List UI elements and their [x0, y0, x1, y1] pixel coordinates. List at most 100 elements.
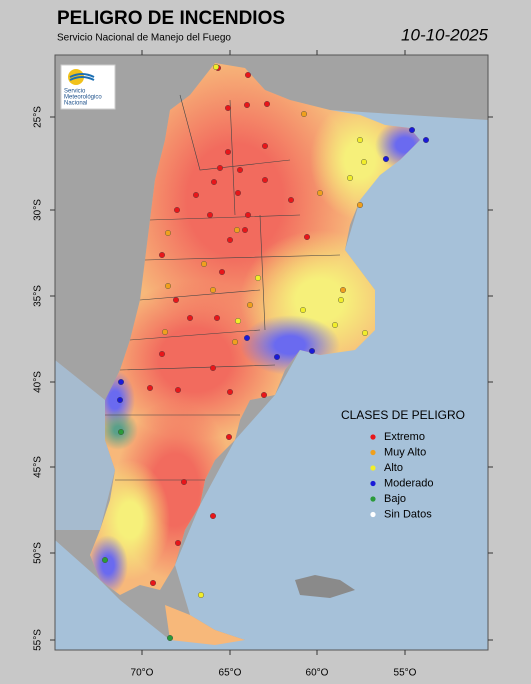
station-dot [231, 339, 238, 346]
station-dot [383, 155, 390, 162]
station-dot [274, 354, 281, 361]
station-dot [158, 251, 165, 258]
station-dot [362, 330, 369, 337]
station-dot [226, 389, 233, 396]
station-dot [158, 351, 165, 358]
station-dot [200, 261, 207, 268]
stations [101, 63, 430, 642]
station-dot [262, 176, 269, 183]
station-dot [233, 226, 240, 233]
station-dot [180, 479, 187, 486]
station-dot [347, 174, 354, 181]
station-dot [164, 229, 171, 236]
station-dot [161, 329, 168, 336]
station-dot [216, 164, 223, 171]
lon-label: 55°O [394, 668, 417, 679]
logo-text: Nacional [64, 101, 87, 107]
station-dot [309, 348, 316, 355]
station-dot [209, 287, 216, 294]
station-dot [174, 540, 181, 547]
station-dot [300, 307, 307, 314]
station-dot [166, 635, 173, 642]
lon-label: 70°O [131, 668, 154, 679]
legend-marker [370, 496, 376, 502]
subtitle: Servicio Nacional de Manejo del Fuego [57, 33, 231, 44]
station-dot [226, 236, 233, 243]
station-dot [236, 166, 243, 173]
lon-label: 60°O [306, 668, 329, 679]
station-dot [174, 387, 181, 394]
station-dot [234, 189, 241, 196]
station-dot [173, 206, 180, 213]
logo-text: Servicio [64, 89, 86, 95]
legend-marker [370, 449, 376, 456]
station-dot [338, 297, 345, 304]
station-dot [261, 392, 268, 399]
station-dot [197, 592, 204, 599]
legend-marker [370, 465, 376, 471]
station-dot [146, 385, 153, 392]
station-dot [244, 211, 251, 218]
station-dot [117, 429, 124, 436]
station-dot [317, 189, 324, 196]
station-dot [116, 397, 123, 404]
legend-label: Extremo [384, 431, 425, 443]
legend-label: Alto [384, 462, 403, 474]
legend-title: CLASES DE PELIGRO [341, 408, 465, 422]
station-dot [262, 142, 269, 149]
station-dot [244, 71, 251, 78]
station-dot [164, 283, 171, 290]
station-dot [172, 297, 179, 304]
logo [60, 64, 116, 110]
lat-label: 35°S [33, 285, 44, 307]
lat-label: 30°S [33, 199, 44, 221]
map [55, 55, 488, 650]
station-dot [423, 136, 430, 143]
station-dot [264, 100, 271, 107]
station-dot [209, 513, 216, 520]
station-dot [206, 211, 213, 218]
legend-label: Sin Datos [384, 508, 432, 520]
station-dot [212, 63, 219, 70]
station-dot [209, 365, 216, 372]
logo-text: Meteorológico [64, 95, 102, 101]
station-dot [149, 580, 156, 587]
station-dot [304, 233, 311, 240]
station-dot [218, 269, 225, 276]
station-dot [340, 287, 347, 294]
station-dot [301, 110, 308, 117]
station-dot [332, 322, 339, 329]
station-dot [243, 335, 250, 342]
lat-label: 55°S [33, 629, 44, 651]
station-dot [288, 196, 295, 203]
station-dot [101, 557, 108, 564]
station-dot [192, 191, 199, 198]
legend-marker [370, 511, 376, 518]
lat-label: 40°S [33, 371, 44, 393]
legend-marker [370, 434, 376, 440]
lat-label: 50°S [33, 542, 44, 564]
station-dot [243, 101, 250, 108]
lon-label: 65°O [219, 668, 242, 679]
station-dot [246, 302, 253, 309]
station-dot [361, 158, 368, 165]
lat-label: 45°S [33, 456, 44, 478]
station-dot [117, 379, 124, 386]
station-dot [225, 434, 232, 441]
station-dot [241, 226, 248, 233]
legend-label: Bajo [384, 493, 406, 505]
legend-marker [370, 480, 376, 487]
legend-label: Moderado [384, 477, 434, 489]
station-dot [357, 201, 364, 208]
station-dot [186, 315, 193, 322]
date: 10-10-2025 [401, 25, 489, 44]
station-dot [409, 126, 416, 133]
station-dot [234, 318, 241, 325]
station-dot [213, 315, 220, 322]
station-dot [210, 178, 217, 185]
station-dot [224, 104, 231, 111]
station-dot [224, 148, 231, 155]
station-dot [254, 275, 261, 282]
station-dot [357, 136, 364, 143]
